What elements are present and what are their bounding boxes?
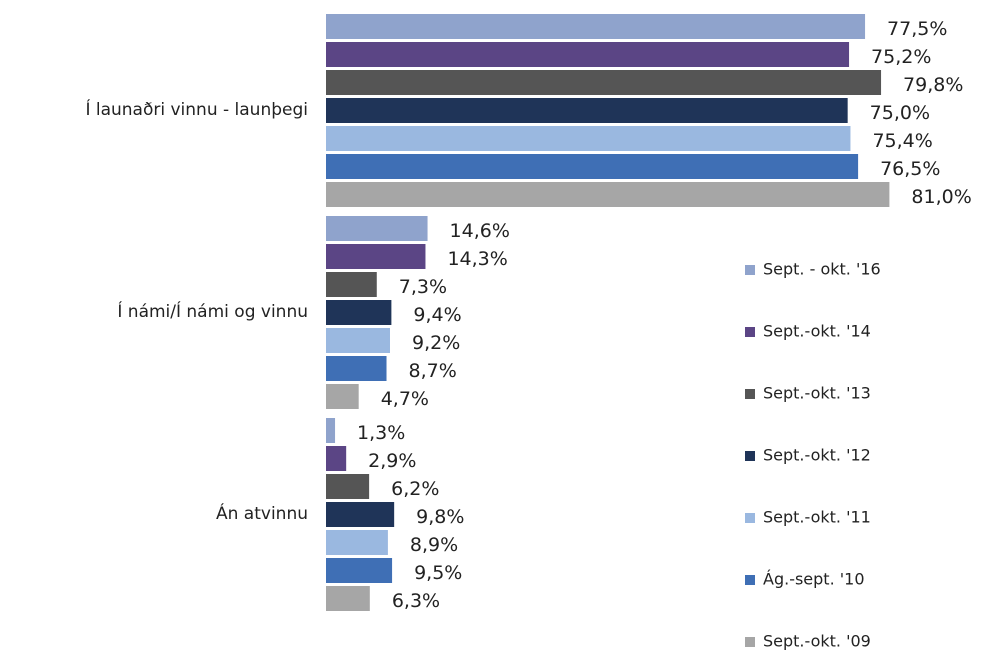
value-label: 75,0% — [870, 102, 930, 124]
legend-swatch — [745, 327, 755, 337]
bar — [326, 418, 336, 443]
bar — [326, 154, 859, 179]
legend-label: Sept.-okt. '14 — [763, 322, 871, 341]
legend-swatch — [745, 451, 755, 461]
bar — [326, 530, 388, 555]
bar — [326, 586, 370, 611]
legend-label: Sept.-okt. '13 — [763, 384, 871, 403]
bar — [326, 384, 359, 409]
value-label: 1,3% — [357, 422, 405, 444]
value-label: 6,3% — [392, 590, 440, 612]
value-label: 75,4% — [872, 130, 932, 152]
legend-swatch — [745, 389, 755, 399]
value-label: 9,2% — [412, 332, 460, 354]
legend-label: Ág.-sept. '10 — [763, 570, 865, 589]
bar — [326, 446, 347, 471]
bar — [326, 42, 850, 67]
bar — [326, 474, 370, 499]
legend-swatch — [745, 265, 755, 275]
value-label: 75,2% — [871, 46, 931, 68]
category-label: Án atvinnu — [216, 502, 308, 524]
value-label: 7,3% — [399, 276, 447, 298]
value-label: 79,8% — [903, 74, 963, 96]
legend-label: Sept.-okt. '09 — [763, 632, 871, 651]
legend-swatch — [745, 575, 755, 585]
value-label: 9,4% — [413, 304, 461, 326]
bar — [326, 216, 428, 241]
bar — [326, 300, 392, 325]
bar — [326, 272, 377, 297]
bar — [326, 98, 848, 123]
legend-swatch — [745, 513, 755, 523]
value-label: 8,9% — [410, 534, 458, 556]
bar — [326, 558, 393, 583]
value-label: 81,0% — [911, 186, 971, 208]
bar — [326, 502, 395, 527]
bar — [326, 244, 426, 269]
value-label: 2,9% — [368, 450, 416, 472]
value-label: 6,2% — [391, 478, 439, 500]
bar — [326, 356, 387, 381]
value-label: 14,6% — [450, 220, 510, 242]
bar — [326, 126, 851, 151]
value-label: 4,7% — [381, 388, 429, 410]
bar — [326, 14, 866, 39]
bar — [326, 182, 890, 207]
value-label: 14,3% — [447, 248, 507, 270]
legend-label: Sept.-okt. '11 — [763, 508, 871, 527]
value-label: 9,8% — [416, 506, 464, 528]
legend-label: Sept.-okt. '12 — [763, 446, 871, 465]
value-label: 8,7% — [409, 360, 457, 382]
legend-swatch — [745, 637, 755, 647]
value-label: 9,5% — [414, 562, 462, 584]
category-label: Í námi/Í námi og vinnu — [117, 300, 308, 322]
value-label: 77,5% — [887, 18, 947, 40]
category-label: Í launaðri vinnu - launþegi — [85, 98, 308, 120]
legend-label: Sept. - okt. '16 — [763, 260, 881, 279]
bar — [326, 70, 882, 95]
value-label: 76,5% — [880, 158, 940, 180]
bar — [326, 328, 390, 353]
